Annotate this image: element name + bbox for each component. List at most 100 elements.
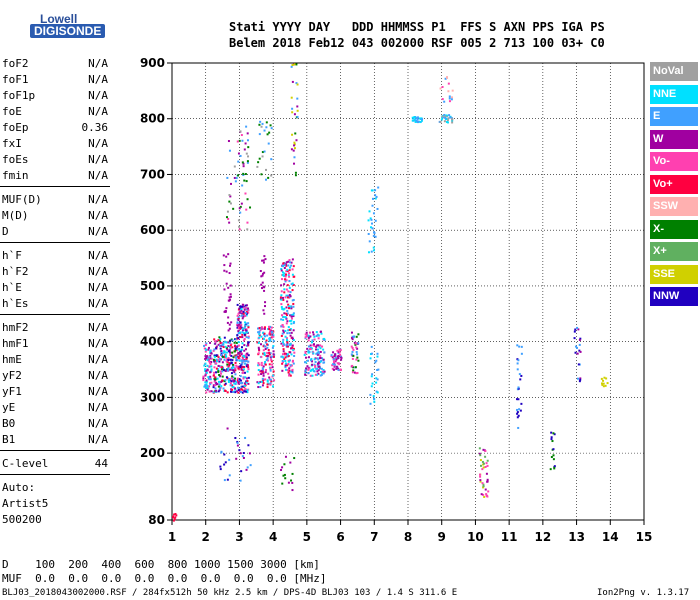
data-point	[357, 359, 360, 362]
data-point	[266, 386, 269, 389]
param-value: N/A	[88, 153, 108, 166]
data-point	[269, 367, 272, 370]
data-point	[320, 373, 323, 376]
data-point	[446, 76, 449, 79]
data-point	[247, 336, 250, 339]
param-name: h`E	[2, 281, 22, 294]
data-point	[304, 350, 307, 353]
data-point	[247, 354, 250, 357]
data-point	[208, 365, 211, 368]
data-point	[206, 368, 209, 371]
data-point	[375, 359, 378, 362]
data-point	[290, 261, 293, 264]
data-point	[281, 341, 284, 344]
data-point	[304, 371, 307, 374]
data-point	[415, 119, 418, 122]
data-point	[244, 376, 247, 379]
data-point	[315, 348, 318, 351]
param-value: N/A	[88, 209, 108, 222]
data-point	[352, 369, 355, 372]
data-point	[317, 358, 320, 361]
param-row: hmE N/A	[2, 353, 108, 369]
data-point	[280, 355, 283, 358]
data-point	[479, 459, 482, 462]
data-point	[209, 350, 212, 353]
data-point	[271, 335, 274, 338]
data-point	[296, 115, 299, 118]
data-point	[235, 354, 238, 357]
data-point	[290, 364, 293, 367]
data-point	[283, 267, 286, 270]
data-point	[240, 385, 243, 388]
data-point	[268, 376, 271, 379]
data-point	[550, 431, 553, 434]
x-tick-label: 6	[336, 530, 344, 544]
data-point	[285, 337, 288, 340]
data-point	[445, 114, 448, 117]
param-value: N/A	[88, 137, 108, 150]
data-point	[263, 255, 266, 258]
data-point	[287, 303, 290, 306]
data-point	[517, 386, 520, 389]
data-point	[237, 337, 240, 340]
data-point	[486, 478, 489, 481]
data-point	[306, 359, 309, 362]
data-point	[246, 132, 249, 135]
data-point	[290, 331, 293, 334]
data-point	[235, 355, 238, 358]
data-point	[236, 444, 239, 447]
data-point	[225, 255, 228, 258]
data-point	[421, 118, 424, 121]
separator	[0, 242, 110, 243]
data-point	[233, 176, 236, 179]
param-value: N/A	[88, 73, 108, 86]
data-point	[309, 359, 312, 362]
data-point	[268, 337, 271, 340]
data-point	[247, 326, 250, 329]
data-point	[368, 210, 371, 213]
data-point	[312, 368, 315, 371]
data-point	[290, 65, 293, 68]
data-point	[322, 338, 325, 341]
data-point	[237, 382, 240, 385]
data-point	[210, 381, 213, 384]
data-point	[286, 313, 289, 316]
data-point	[240, 346, 243, 349]
data-point	[237, 219, 240, 222]
param-value: N/A	[88, 385, 108, 398]
data-point	[291, 346, 294, 349]
data-point	[245, 311, 248, 314]
data-point	[289, 295, 292, 298]
data-point	[242, 377, 245, 380]
data-point	[233, 355, 236, 358]
data-point	[484, 450, 487, 453]
data-point	[605, 377, 608, 380]
data-point	[283, 473, 286, 476]
data-point	[340, 358, 343, 361]
data-point	[212, 384, 215, 387]
data-point	[260, 173, 263, 176]
data-point	[516, 358, 519, 361]
data-point	[289, 343, 292, 346]
y-tick-label: 400	[140, 335, 165, 349]
data-point	[229, 362, 232, 365]
data-point	[263, 362, 266, 365]
data-point	[235, 341, 238, 344]
data-point	[283, 264, 286, 267]
data-point	[578, 380, 581, 383]
data-point	[317, 350, 320, 353]
data-point	[214, 384, 217, 387]
data-point	[215, 362, 218, 365]
data-point	[237, 365, 240, 368]
data-point	[375, 195, 378, 198]
data-point	[292, 298, 295, 301]
data-point	[285, 322, 288, 325]
data-point	[282, 298, 285, 301]
data-point	[262, 368, 265, 371]
data-point	[484, 465, 487, 468]
data-point	[322, 348, 325, 351]
data-point	[268, 131, 271, 134]
data-point	[553, 465, 556, 468]
data-point	[281, 360, 284, 363]
data-point	[446, 121, 449, 124]
